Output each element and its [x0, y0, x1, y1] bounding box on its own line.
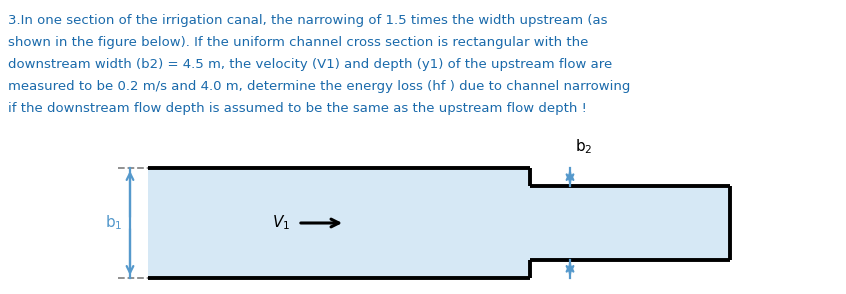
Text: 3.In one section of the irrigation canal, the narrowing of 1.5 times the width u: 3.In one section of the irrigation canal… [8, 14, 607, 27]
Text: if the downstream flow depth is assumed to be the same as the upstream flow dept: if the downstream flow depth is assumed … [8, 102, 587, 115]
Text: V$_1$: V$_1$ [272, 214, 290, 232]
Text: downstream width (b2) = 4.5 m, the velocity (V1) and depth (y1) of the upstream : downstream width (b2) = 4.5 m, the veloc… [8, 58, 613, 71]
Bar [530, 186, 730, 260]
Text: shown in the figure below). If the uniform channel cross section is rectangular : shown in the figure below). If the unifo… [8, 36, 588, 49]
Bar [148, 168, 530, 278]
Text: measured to be 0.2 m/s and 4.0 m, determine the energy loss (hf ) due to channel: measured to be 0.2 m/s and 4.0 m, determ… [8, 80, 630, 93]
Text: b$_1$: b$_1$ [105, 214, 123, 232]
Text: b$_2$: b$_2$ [575, 137, 592, 156]
